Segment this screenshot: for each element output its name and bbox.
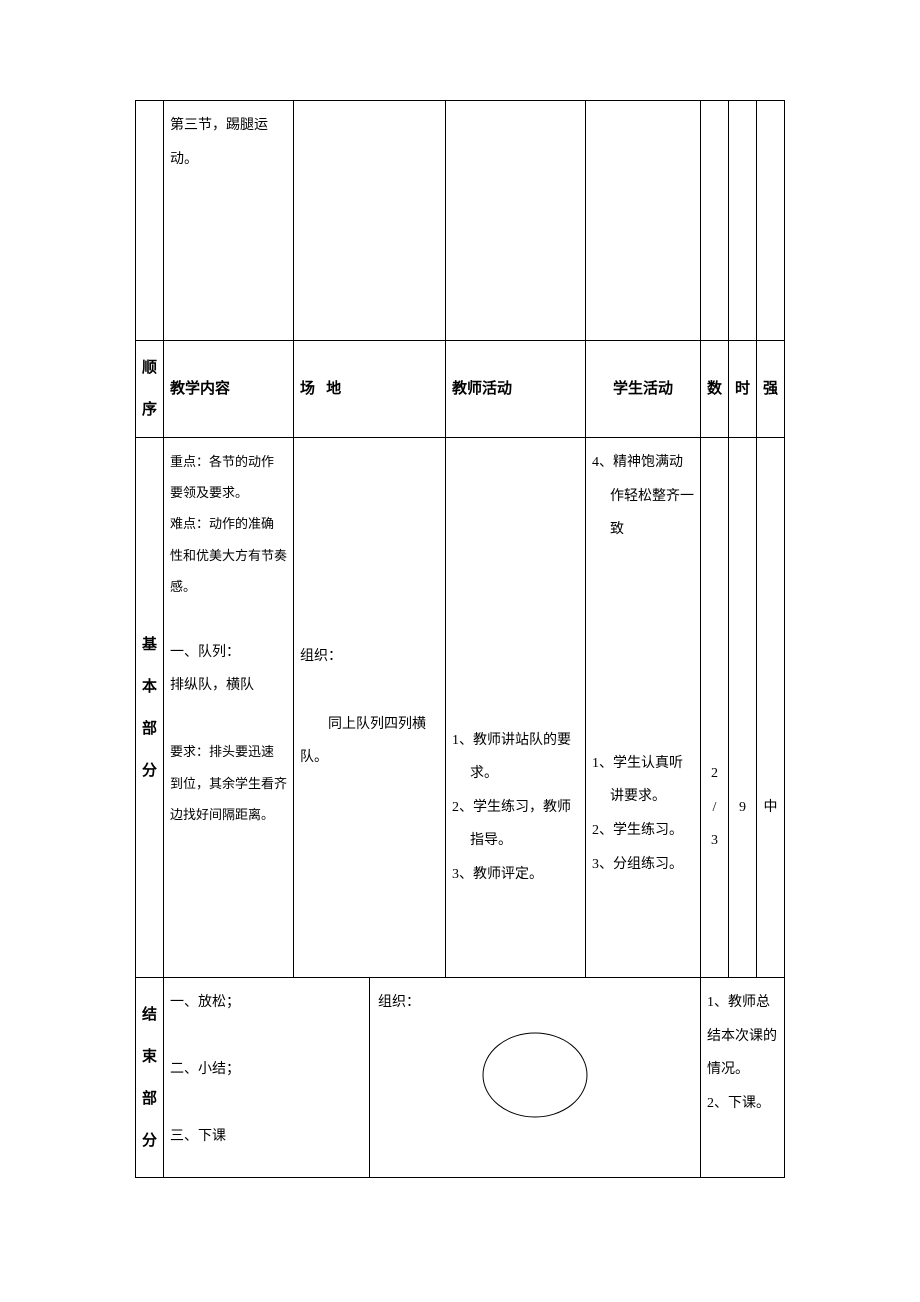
basic-intensity-text: 中 (763, 791, 778, 825)
header-intensity: 强 (756, 341, 784, 438)
basic-scene-body: 同上队列四列横队。 (300, 708, 439, 775)
end-row: 结 束 部 分 一、放松； 二、小结； 三、下课 组织： 1、教师总结本次课的情… (136, 978, 785, 1178)
basic-content-cell: 重点：各节的动作要领及要求。 难点：动作的准确性和优美大方有节奏感。 一、队列：… (164, 438, 294, 978)
basic-student-2: 2、学生练习。 (592, 814, 694, 848)
intro-content-text: 第三节，踢腿运动。 (170, 118, 268, 167)
basic-formation-title: 一、队列： (170, 636, 287, 670)
end-content-2: 二、小结； (170, 1053, 363, 1087)
basic-label-2: 本 (142, 666, 157, 708)
intro-student-cell (585, 101, 700, 341)
basic-student-cell: 4、精神饱满动作轻松整齐一致 1、学生认真听讲要求。 2、学生练习。 3、分组练… (585, 438, 700, 978)
end-content-cell: 一、放松； 二、小结； 三、下课 (164, 978, 370, 1178)
circle-shape (483, 1033, 587, 1117)
end-label-cell: 结 束 部 分 (136, 978, 164, 1178)
intro-scene-cell (294, 101, 446, 341)
intro-content-cell: 第三节，踢腿运动。 (164, 101, 294, 341)
basic-keypoint: 重点：各节的动作要领及要求。 (170, 446, 287, 508)
end-org-cell: 组织： (369, 978, 700, 1178)
intro-seq-cell (136, 101, 164, 341)
circle-icon (475, 1030, 595, 1120)
header-seq: 顺序 (136, 341, 164, 438)
basic-formation-body: 排纵队，横队 (170, 669, 287, 703)
basic-teacher-1: 1、教师讲站队的要求。 (470, 724, 579, 791)
intro-intensity-cell (756, 101, 784, 341)
header-content: 教学内容 (164, 341, 294, 438)
basic-teacher-cell: 1、教师讲站队的要求。 2、学生练习，教师指导。 3、教师评定。 (445, 438, 585, 978)
intro-teacher-cell (445, 101, 585, 341)
end-org-label: 组织： (370, 978, 700, 1020)
intro-num-cell (700, 101, 728, 341)
basic-difficulty-prefix: 难点： (170, 516, 209, 531)
basic-time-cell: 9 (728, 438, 756, 978)
basic-num-top: 2 (707, 757, 722, 791)
header-num: 数 (700, 341, 728, 438)
basic-keypoint-prefix: 重点： (170, 454, 209, 469)
basic-teacher-2: 2、学生练习，教师指导。 (470, 791, 579, 858)
basic-time-text: 9 (735, 791, 750, 825)
lesson-plan-table: 第三节，踢腿运动。 顺序 教学内容 场 地 教师活动 学生活动 数 时 强 基 … (135, 100, 785, 1178)
basic-label-3: 部 (142, 708, 157, 750)
end-label-1: 结 (142, 994, 157, 1036)
end-content-3: 三、下课 (170, 1120, 363, 1154)
basic-num-bot: 3 (707, 824, 722, 858)
header-scene: 场 地 (294, 341, 446, 438)
header-teacher: 教师活动 (445, 341, 585, 438)
header-scene-a: 场 (300, 381, 315, 397)
intro-time-cell (728, 101, 756, 341)
basic-num-mid: / (707, 791, 722, 825)
basic-student-3: 3、分组练习。 (592, 848, 694, 882)
header-student: 学生活动 (585, 341, 700, 438)
end-right-1: 1、教师总结本次课的情况。 (707, 986, 778, 1087)
end-label-2: 束 (142, 1036, 157, 1078)
basic-label-cell: 基 本 部 分 (136, 438, 164, 978)
end-right-2: 2、下课。 (707, 1087, 778, 1121)
basic-intensity-cell: 中 (756, 438, 784, 978)
basic-difficulty: 难点：动作的准确性和优美大方有节奏感。 (170, 508, 287, 602)
basic-teacher-3: 3、教师评定。 (452, 858, 579, 892)
header-row: 顺序 教学内容 场 地 教师活动 学生活动 数 时 强 (136, 341, 785, 438)
basic-student-1: 1、学生认真听讲要求。 (610, 747, 694, 814)
basic-require-prefix: 要求： (170, 744, 209, 759)
intro-row: 第三节，踢腿运动。 (136, 101, 785, 341)
end-content-1: 一、放松； (170, 986, 363, 1020)
basic-row: 基 本 部 分 重点：各节的动作要领及要求。 难点：动作的准确性和优美大方有节奏… (136, 438, 785, 978)
basic-student-4: 4、精神饱满动作轻松整齐一致 (610, 446, 694, 547)
basic-scene-org: 组织： (300, 640, 439, 674)
basic-scene-cell: 组织： 同上队列四列横队。 (294, 438, 446, 978)
end-right-cell: 1、教师总结本次课的情况。 2、下课。 (700, 978, 784, 1178)
end-label-4: 分 (142, 1120, 157, 1162)
basic-require: 要求：排头要迅速到位，其余学生看齐边找好间隔距离。 (170, 736, 287, 830)
basic-num-cell: 2 / 3 (700, 438, 728, 978)
basic-label-1: 基 (142, 624, 157, 666)
header-scene-b: 地 (326, 381, 341, 397)
end-label-3: 部 (142, 1078, 157, 1120)
header-time: 时 (728, 341, 756, 438)
basic-label-4: 分 (142, 750, 157, 792)
